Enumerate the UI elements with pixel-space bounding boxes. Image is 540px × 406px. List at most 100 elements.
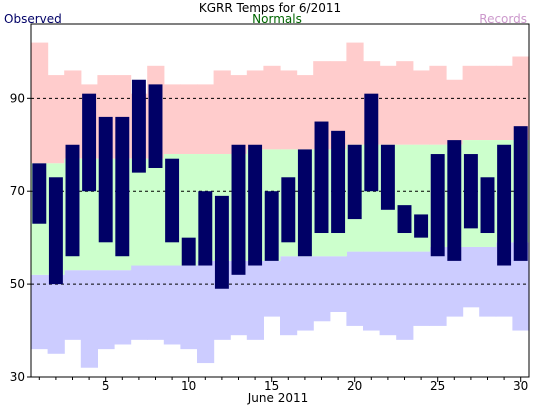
record-low-band	[296, 256, 314, 331]
record-high-band	[163, 84, 181, 155]
record-low-band	[512, 242, 530, 331]
observed-bar	[281, 177, 296, 243]
record-high-band	[446, 79, 464, 145]
record-high-band	[280, 70, 298, 150]
y-tick-label: 70	[10, 184, 25, 198]
record-low-bands	[31, 242, 530, 368]
observed-bar	[231, 144, 246, 275]
x-tick-label: 5	[102, 379, 110, 393]
record-low-band	[163, 265, 181, 345]
observed-bar	[430, 154, 445, 257]
record-high-band	[180, 84, 198, 155]
x-tick-label: 25	[430, 379, 445, 393]
record-low-band	[263, 260, 281, 317]
y-tick-label: 50	[10, 277, 25, 291]
observed-bar	[513, 126, 528, 261]
observed-bar	[82, 93, 97, 192]
y-tick-label: 30	[10, 370, 25, 384]
x-tick-label: 15	[264, 379, 279, 393]
legend-records: Records	[479, 12, 527, 26]
record-high-band	[396, 61, 414, 145]
record-high-band	[263, 65, 281, 150]
record-low-band	[396, 251, 414, 340]
x-tick-label: 30	[513, 379, 528, 393]
y-tick-label: 90	[10, 91, 25, 105]
record-high-band	[213, 70, 231, 155]
record-low-band	[114, 270, 132, 345]
record-high-band	[246, 70, 264, 150]
record-low-band	[412, 251, 430, 326]
record-low-band	[31, 274, 49, 350]
observed-bar	[181, 237, 196, 266]
record-high-band	[495, 65, 513, 141]
record-low-band	[47, 274, 65, 354]
record-low-band	[147, 265, 165, 340]
observed-bar	[297, 149, 312, 257]
observed-bar	[165, 158, 180, 243]
record-low-band	[180, 265, 198, 350]
record-high-band	[296, 75, 314, 150]
observed-bar	[198, 191, 213, 266]
legend-normals: Normals	[252, 12, 302, 26]
x-tick-label: 20	[347, 379, 362, 393]
observed-bar	[65, 144, 80, 257]
record-low-band	[280, 256, 298, 336]
normal-band	[180, 154, 198, 266]
record-low-band	[429, 246, 447, 326]
record-high-band	[31, 42, 49, 164]
record-low-band	[80, 270, 98, 368]
observed-bar	[264, 191, 279, 261]
record-low-band	[462, 246, 480, 308]
record-high-band	[329, 61, 347, 150]
record-high-band	[197, 84, 215, 155]
record-low-band	[64, 270, 82, 340]
observed-bar	[447, 140, 462, 261]
observed-bar	[98, 116, 113, 243]
observed-bar	[331, 130, 346, 234]
record-low-band	[479, 246, 497, 317]
record-high-band	[412, 70, 430, 145]
record-low-band	[313, 256, 331, 322]
record-low-band	[197, 260, 215, 364]
record-high-band	[230, 75, 248, 155]
observed-bar	[32, 163, 47, 224]
record-high-band	[346, 42, 364, 145]
chart-title: KGRR Temps for 6/2011	[199, 1, 341, 15]
record-high-band	[512, 56, 530, 141]
observed-bar	[314, 121, 329, 234]
record-low-band	[230, 260, 248, 336]
observed-bar	[463, 154, 478, 229]
record-low-band	[130, 265, 148, 340]
record-high-band	[379, 65, 397, 145]
observed-bar	[214, 195, 229, 289]
record-high-band	[462, 65, 480, 141]
observed-bars	[32, 79, 528, 289]
record-low-band	[446, 246, 464, 317]
observed-bar	[380, 144, 395, 210]
record-low-band	[246, 260, 264, 340]
observed-bar	[414, 214, 429, 238]
observed-bar	[397, 205, 412, 234]
x-axis-label: June 2011	[247, 391, 309, 405]
plot-frame	[30, 23, 530, 378]
observed-bar	[364, 93, 379, 192]
x-axis-ticks: 5 10 15 20 25 30	[38, 377, 528, 393]
record-high-band	[64, 70, 82, 159]
observed-bar	[48, 177, 63, 285]
x-tick-label: 10	[181, 379, 196, 393]
observed-bar	[480, 177, 495, 234]
observed-bar	[497, 144, 512, 266]
observed-bar	[115, 116, 130, 257]
normal-band	[130, 158, 148, 266]
y-axis-ticks: 30 50 70 90	[10, 91, 31, 384]
observed-bar	[248, 144, 263, 266]
record-low-band	[97, 270, 115, 350]
record-high-band	[479, 65, 497, 141]
observed-bar	[148, 84, 163, 168]
normal-band	[147, 158, 165, 266]
record-high-band	[429, 65, 447, 145]
record-high-band	[47, 75, 65, 164]
legend-observed: Observed	[4, 12, 62, 26]
record-low-band	[379, 251, 397, 336]
